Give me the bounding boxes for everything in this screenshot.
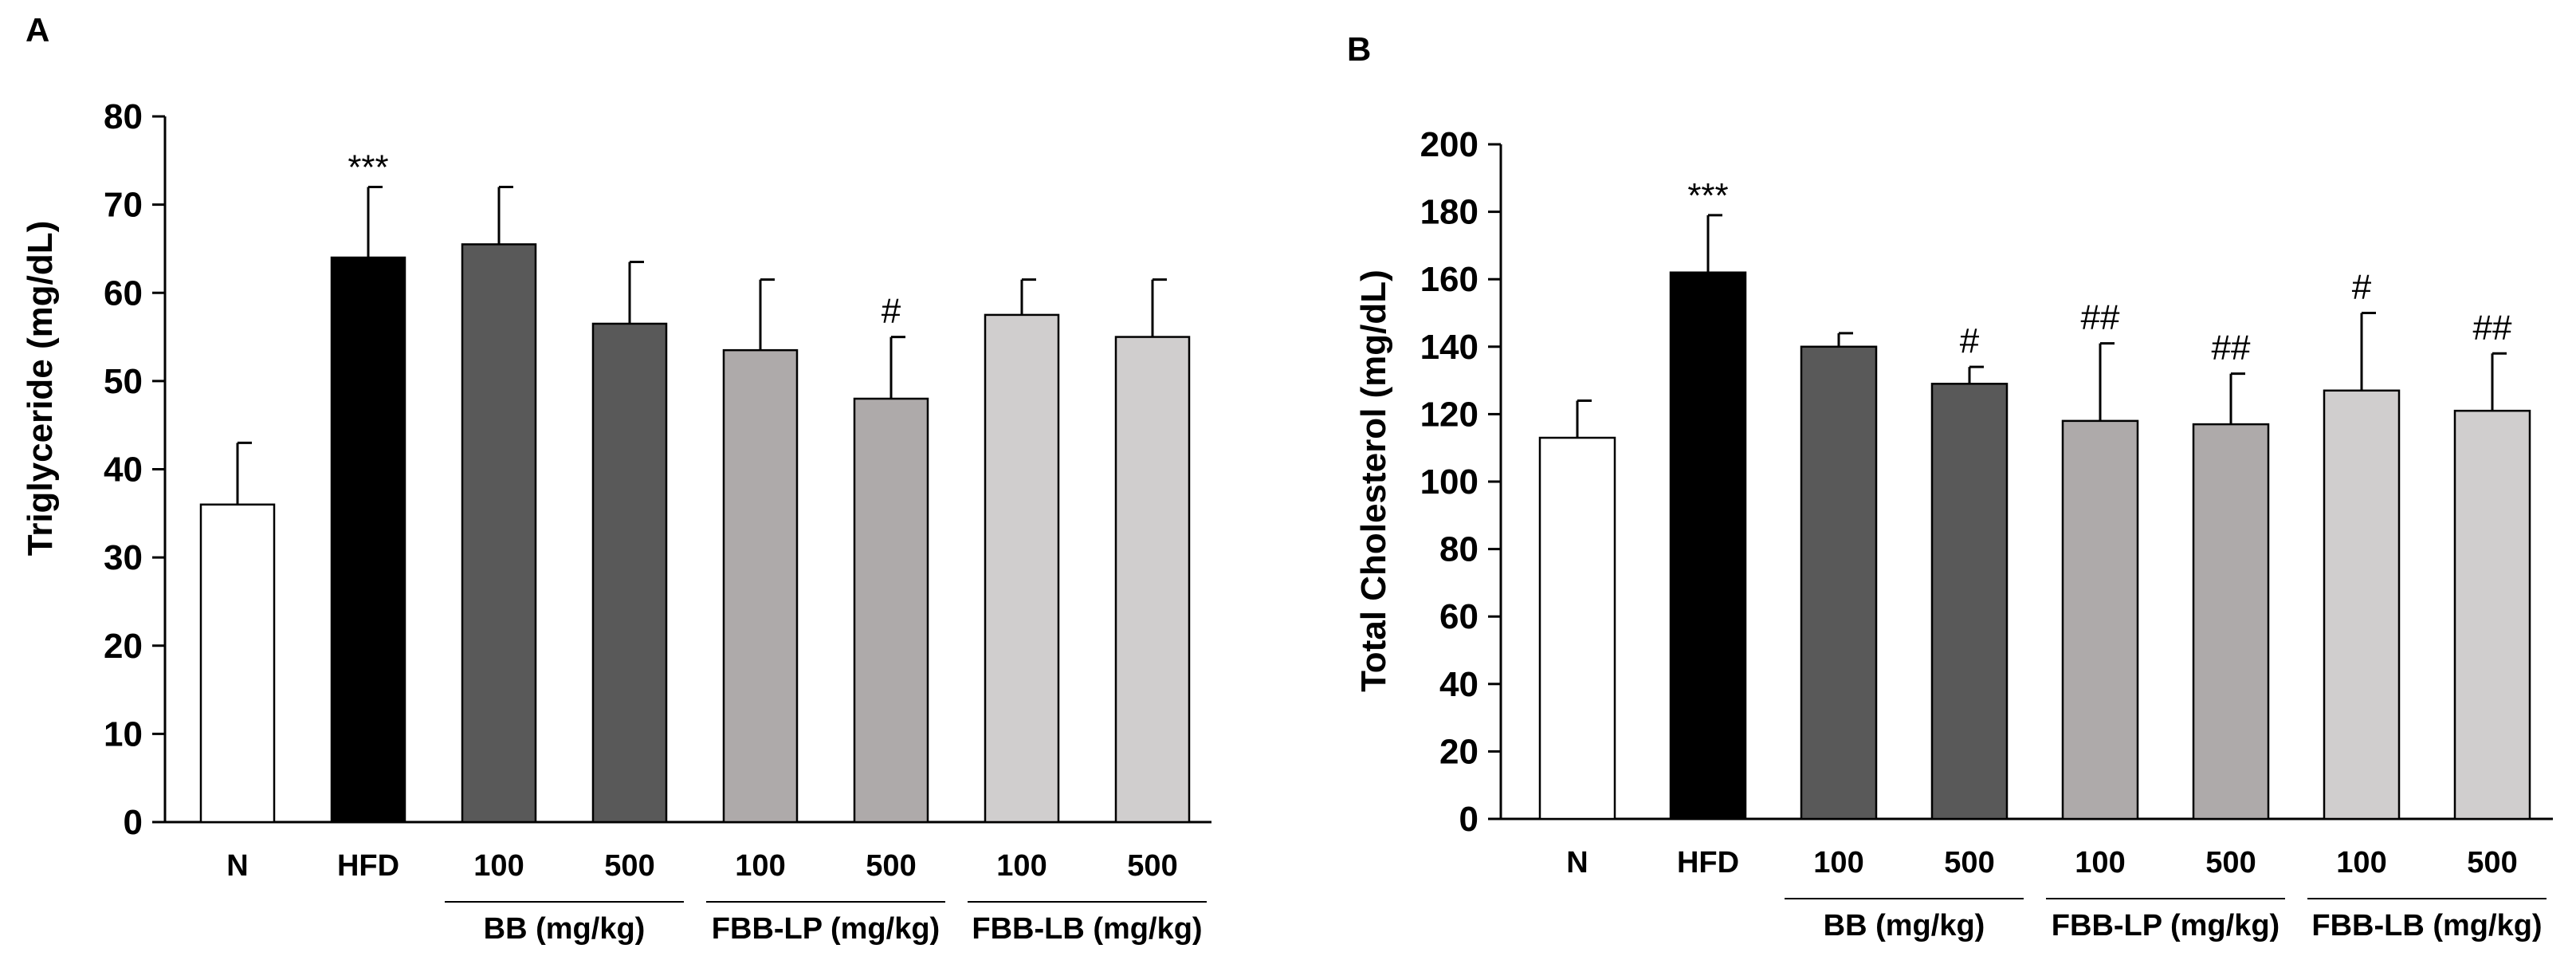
chart-panel-b: B 0 20 40 60 80 100 120 140 160 180 200 Total Choles… <box>1347 30 2553 942</box>
significance-mark: # <box>1960 321 1980 360</box>
significance-mark: # <box>882 292 901 331</box>
bar <box>2061 419 2139 820</box>
y-tick-label: 20 <box>1439 732 1478 771</box>
x-category-label: 100 <box>996 849 1046 883</box>
bar <box>2192 423 2270 820</box>
significance-mark: *** <box>348 148 388 187</box>
bar <box>984 313 1060 824</box>
y-tick-label: 200 <box>1420 125 1478 164</box>
x-category-label: HFD <box>1677 846 1739 879</box>
significance-mark: ## <box>2212 329 2251 368</box>
bar <box>1800 345 1878 820</box>
x-category-label: 500 <box>866 849 916 883</box>
bar <box>1930 383 2009 820</box>
y-axis-title: Triglyceride (mg/dL) <box>21 221 60 557</box>
y-tick-label: 30 <box>104 538 143 577</box>
panel-letter: B <box>1347 30 1371 68</box>
group-label: BB (mg/kg) <box>1824 909 1985 942</box>
bar <box>1669 271 1747 820</box>
bar <box>2323 389 2401 820</box>
x-category-label: 100 <box>473 849 524 883</box>
group-label: FBB-LB (mg/kg) <box>2311 909 2542 942</box>
x-category-label: 100 <box>735 849 785 883</box>
y-tick-label: 120 <box>1420 395 1478 434</box>
x-category-label: 500 <box>2467 846 2517 879</box>
x-category-label: 100 <box>1813 846 1863 879</box>
group-label: FBB-LB (mg/kg) <box>972 912 1202 946</box>
significance-mark: ## <box>2081 298 2120 337</box>
group-label: FBB-LP (mg/kg) <box>2052 909 2280 942</box>
x-category-label: 500 <box>604 849 654 883</box>
y-tick-label: 0 <box>124 803 143 842</box>
x-category-label: N <box>226 849 248 883</box>
bar <box>2453 409 2531 820</box>
group-label: FBB-LP (mg/kg) <box>712 912 940 946</box>
y-tick-label: 20 <box>104 627 143 666</box>
x-category-label: 500 <box>1127 849 1177 883</box>
y-axis-title: Total Cholesterol (mg/dL) <box>1354 270 1393 692</box>
y-tick-label: 40 <box>1439 665 1478 704</box>
y-tick-label: 60 <box>104 273 143 313</box>
x-category-label: HFD <box>337 849 399 883</box>
x-category-label: 100 <box>2075 846 2125 879</box>
x-category-label: 100 <box>2336 846 2386 879</box>
bar <box>461 243 537 824</box>
y-tick-label: 60 <box>1439 597 1478 636</box>
y-tick-label: 80 <box>104 97 143 136</box>
x-category-label: 500 <box>1944 846 1994 879</box>
y-tick-label: 80 <box>1439 530 1478 569</box>
panel-letter: A <box>26 11 49 49</box>
y-tick-label: 140 <box>1420 328 1478 367</box>
significance-mark: *** <box>1687 176 1728 215</box>
bar <box>1538 436 1616 820</box>
y-tick-label: 160 <box>1420 260 1478 299</box>
bar <box>853 397 929 824</box>
significance-mark: # <box>2352 268 2372 307</box>
bar <box>199 503 276 824</box>
y-tick-label: 0 <box>1459 800 1478 839</box>
x-category-label: 500 <box>2205 846 2256 879</box>
y-tick-label: 50 <box>104 362 143 401</box>
y-tick-label: 10 <box>104 714 143 754</box>
bar <box>330 256 406 824</box>
y-tick-label: 40 <box>104 451 143 490</box>
bar <box>1114 336 1191 824</box>
bar <box>591 322 668 824</box>
y-tick-label: 70 <box>104 186 143 225</box>
x-category-label: N <box>1566 846 1588 879</box>
y-tick-label: 180 <box>1420 193 1478 232</box>
significance-mark: ## <box>2473 308 2512 347</box>
chart-panel-a: A 0 10 20 30 40 50 60 70 80 Triglyceride (mg/dL) N H… <box>21 11 1211 946</box>
bar <box>722 348 799 824</box>
group-label: BB (mg/kg) <box>484 912 646 946</box>
y-tick-label: 100 <box>1420 462 1478 502</box>
